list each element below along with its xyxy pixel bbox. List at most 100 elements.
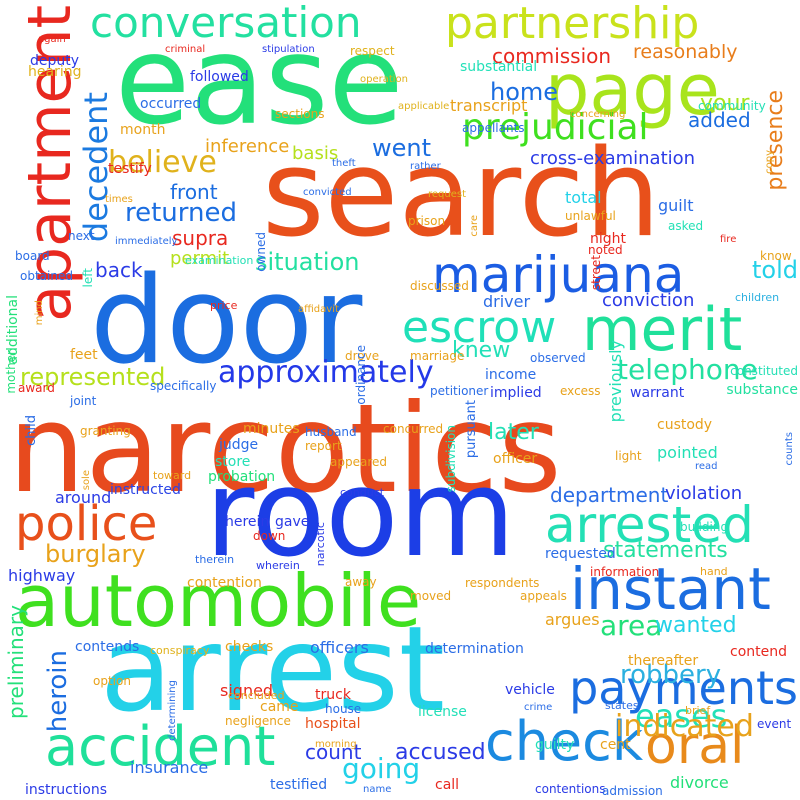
word-robbery: robbery (620, 660, 722, 690)
word-marriage: marriage (410, 349, 465, 363)
word-theft: theft (332, 158, 356, 169)
word-convicted: convicted (303, 187, 352, 198)
word-requested: requested (545, 546, 616, 562)
word-testify: testify (108, 161, 152, 177)
word-contends: contends (75, 639, 140, 655)
word-automobile: automobile (15, 559, 422, 643)
word-marijuana: marijuana (432, 246, 685, 304)
word-driver: driver (483, 292, 531, 311)
word-herein: herein (225, 514, 270, 530)
word-presence: presence (763, 90, 788, 191)
word-asked: asked (668, 219, 704, 233)
word-heroin: heroin (43, 650, 73, 733)
word-again: again (38, 34, 66, 45)
word-escrow: escrow (402, 302, 557, 353)
word-owned: owned (254, 232, 268, 272)
word-away: away (345, 575, 377, 589)
word-feet: feet (70, 347, 98, 363)
word-conversation: conversation (90, 0, 362, 47)
word-award: award (18, 381, 55, 395)
word-rather: rather (410, 161, 441, 172)
word-immediately: immediately (115, 236, 178, 247)
word-concluded: concluded (228, 689, 285, 702)
word-next: next (68, 229, 95, 243)
word-department: department (550, 483, 669, 507)
word-drove: drove (345, 349, 380, 363)
word-examination: examination (185, 254, 254, 267)
word-discussed: discussed (410, 279, 469, 293)
word-granting: granting (80, 424, 131, 438)
word-custody: custody (657, 417, 713, 433)
word-appeared: appeared (330, 455, 387, 469)
word-burglary: burglary (45, 540, 146, 568)
word-deputy: deputy (30, 53, 80, 69)
word-excess: excess (560, 384, 601, 398)
word-page: page (545, 49, 720, 131)
word-cross-examination: cross-examination (530, 148, 696, 169)
word-search: search (262, 125, 661, 264)
word-approximately: approximately (218, 355, 434, 390)
word-transcript: transcript (450, 96, 528, 115)
word-substantial: substantial (460, 59, 538, 75)
word-front: front (170, 180, 218, 204)
word-applicable: applicable (398, 101, 450, 112)
word-signed: signed (220, 681, 274, 700)
word-narcotics: narcotics (8, 378, 562, 520)
word-room: room (205, 445, 516, 584)
word-stipulation: stipulation (262, 44, 315, 55)
word-brief: brief (685, 704, 711, 717)
word-basis: basis (292, 143, 339, 164)
word-contention: contention (187, 575, 262, 591)
word-negligence: negligence (225, 714, 291, 728)
word-event: event (757, 717, 792, 731)
word-information: information (590, 565, 660, 579)
word-read: read (695, 461, 718, 472)
word-request: request (428, 189, 467, 200)
word-situation: situation (255, 248, 360, 276)
word-believe: believe (108, 145, 217, 180)
word-counts: counts (784, 432, 795, 466)
word-mind: mind (34, 300, 45, 326)
word-statements: statements (603, 538, 728, 563)
word-wanted: wanted (655, 613, 737, 638)
word-minutes: minutes (243, 421, 300, 437)
word-narcotic: narcotic (314, 522, 327, 567)
word-conviction: conviction (602, 290, 695, 311)
word-additional: additional (5, 295, 21, 365)
word-arrested: arrested (545, 496, 754, 554)
word-back: back (95, 258, 143, 282)
word-knew: knew (452, 338, 511, 363)
word-argues: argues (545, 610, 600, 629)
word-conduct: conduct (340, 486, 385, 499)
word-going: going (342, 752, 421, 785)
word-police: police (15, 496, 158, 552)
word-around: around (55, 488, 112, 507)
word-prejudicial: prejudicial (462, 107, 649, 148)
word-light: light (615, 449, 642, 463)
word-noted: noted (588, 243, 623, 257)
word-payments: payments (569, 661, 798, 715)
word-reasonably: reasonably (633, 41, 738, 63)
word-testified: testified (270, 777, 328, 793)
word-eases: eases (635, 697, 728, 735)
word-commission: commission (492, 44, 612, 68)
word-determination: determination (425, 641, 524, 657)
word-previously: previously (606, 340, 625, 423)
word-husband: husband (305, 425, 357, 439)
word-highway: highway (8, 566, 76, 585)
word-your: your (700, 91, 750, 116)
word-observed: observed (530, 351, 586, 365)
word-child: child (24, 415, 39, 446)
word-judge: judge (219, 437, 259, 453)
word-checks: checks (225, 639, 274, 655)
word-divorce: divorce (670, 773, 729, 792)
word-prison: prison (408, 214, 446, 228)
word-concurred: concurred (383, 422, 444, 436)
word-income: income (485, 367, 537, 383)
word-check: check (485, 710, 644, 773)
word-went: went (372, 134, 432, 162)
word-came: came (260, 699, 299, 715)
word-contentions: contentions (535, 782, 606, 796)
word-ordinance: ordinance (354, 345, 368, 405)
word-option: option (93, 674, 131, 688)
